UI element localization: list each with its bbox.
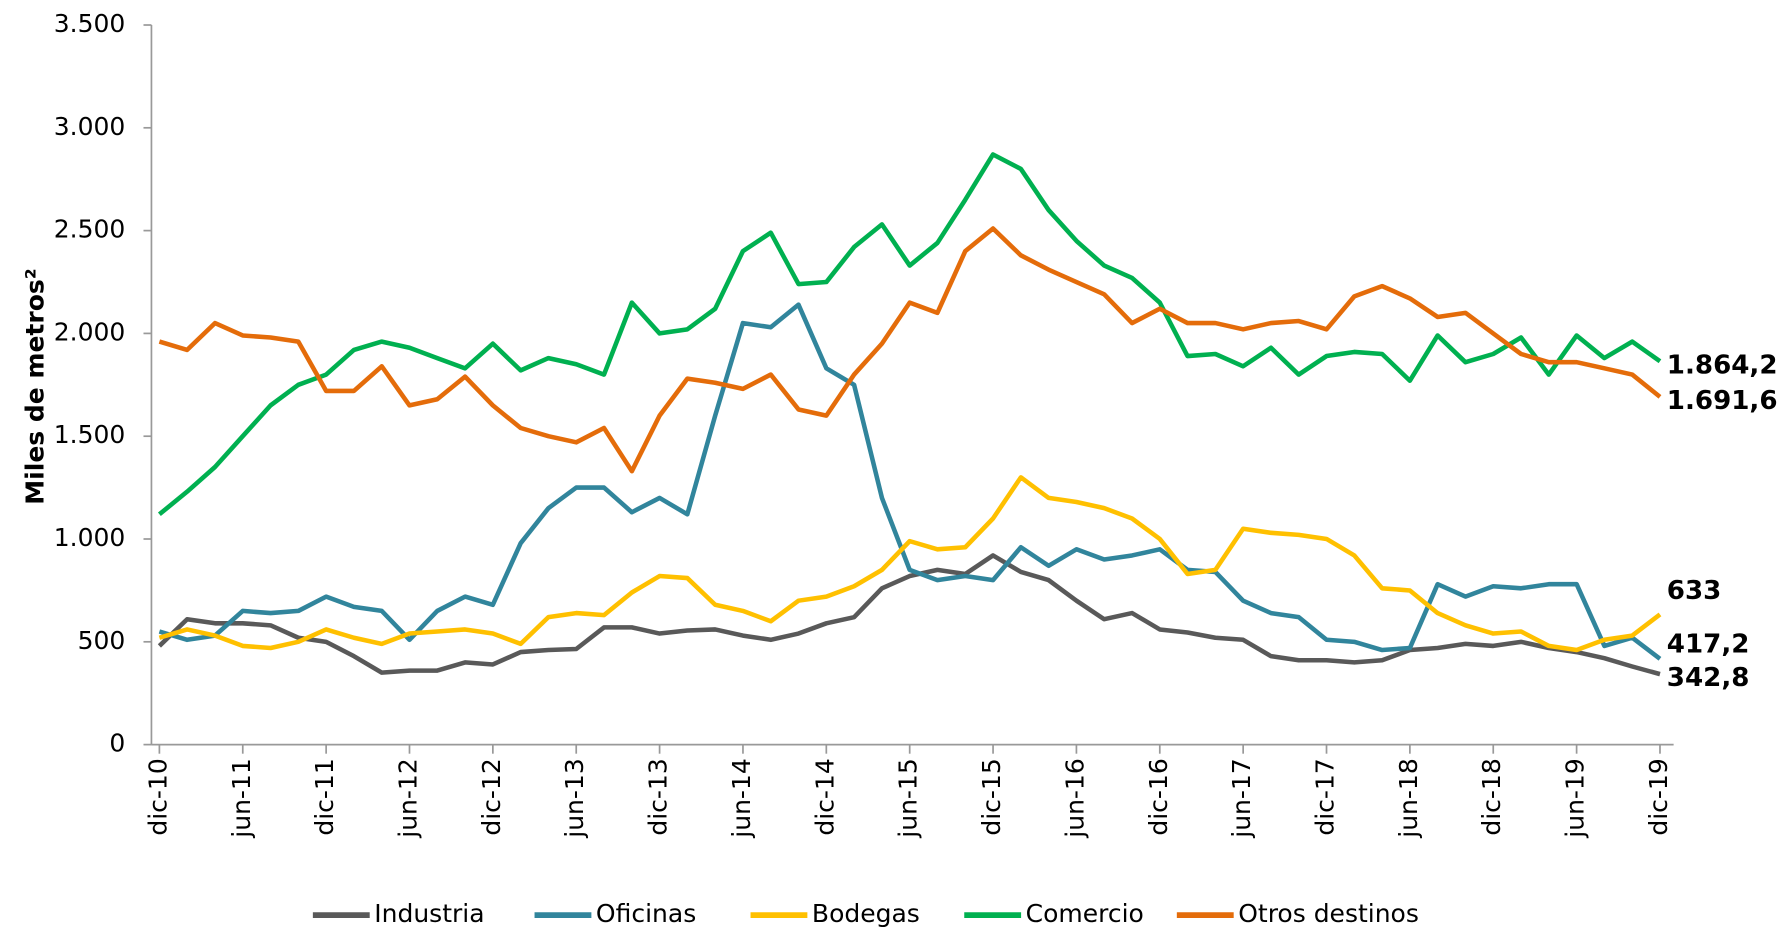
y-tick-label: 3.500 bbox=[54, 9, 126, 38]
x-tick-label: jun-17 bbox=[1227, 758, 1256, 838]
data-label: 633 bbox=[1667, 576, 1722, 606]
series-line bbox=[158, 302, 1662, 661]
x-tick-label: jun-18 bbox=[1394, 758, 1423, 838]
x-tick-label: dic-12 bbox=[477, 758, 506, 835]
legend-label: Comercio bbox=[1026, 899, 1144, 928]
x-tick-label: jun-19 bbox=[1561, 758, 1590, 838]
data-label: 417,2 bbox=[1667, 630, 1750, 660]
x-tick-label: dic-16 bbox=[1144, 758, 1173, 835]
y-tick-label: 2.000 bbox=[54, 317, 126, 346]
y-tick-label: 0 bbox=[109, 729, 125, 758]
y-axis-label: Miles de metros² bbox=[21, 268, 50, 504]
y-tick-label: 1.000 bbox=[54, 523, 126, 552]
x-tick-label: dic-18 bbox=[1477, 758, 1506, 835]
legend-label: Bodegas bbox=[812, 899, 920, 928]
x-tick-label: jun-12 bbox=[393, 758, 422, 838]
x-tick-label: dic-13 bbox=[644, 758, 673, 835]
series-line bbox=[158, 226, 1662, 474]
legend-label: Otros destinos bbox=[1238, 899, 1419, 928]
y-tick-label: 500 bbox=[78, 626, 126, 655]
x-tick-label: jun-15 bbox=[894, 758, 923, 838]
y-tick-label: 1.500 bbox=[54, 420, 126, 449]
y-tick-label: 2.500 bbox=[54, 215, 126, 244]
x-tick-label: dic-10 bbox=[143, 758, 172, 835]
data-label: 1.691,6 bbox=[1667, 386, 1778, 416]
series-line bbox=[157, 152, 1662, 517]
x-tick-label: dic-14 bbox=[810, 758, 839, 835]
x-tick-label: jun-13 bbox=[560, 758, 589, 838]
x-tick-label: jun-11 bbox=[227, 758, 256, 838]
x-tick-label: jun-14 bbox=[727, 758, 756, 838]
legend-label: Industria bbox=[374, 899, 484, 928]
x-tick-label: dic-17 bbox=[1311, 758, 1340, 835]
series-line bbox=[158, 475, 1662, 653]
y-tick-label: 3.000 bbox=[54, 112, 126, 141]
x-tick-label: jun-16 bbox=[1060, 758, 1089, 838]
data-label: 342,8 bbox=[1667, 663, 1750, 693]
legend-label: Oficinas bbox=[596, 899, 696, 928]
x-tick-label: dic-11 bbox=[310, 758, 339, 835]
x-tick-label: dic-19 bbox=[1644, 758, 1673, 835]
x-tick-label: dic-15 bbox=[977, 758, 1006, 835]
data-label: 1.864,2 bbox=[1667, 350, 1778, 380]
